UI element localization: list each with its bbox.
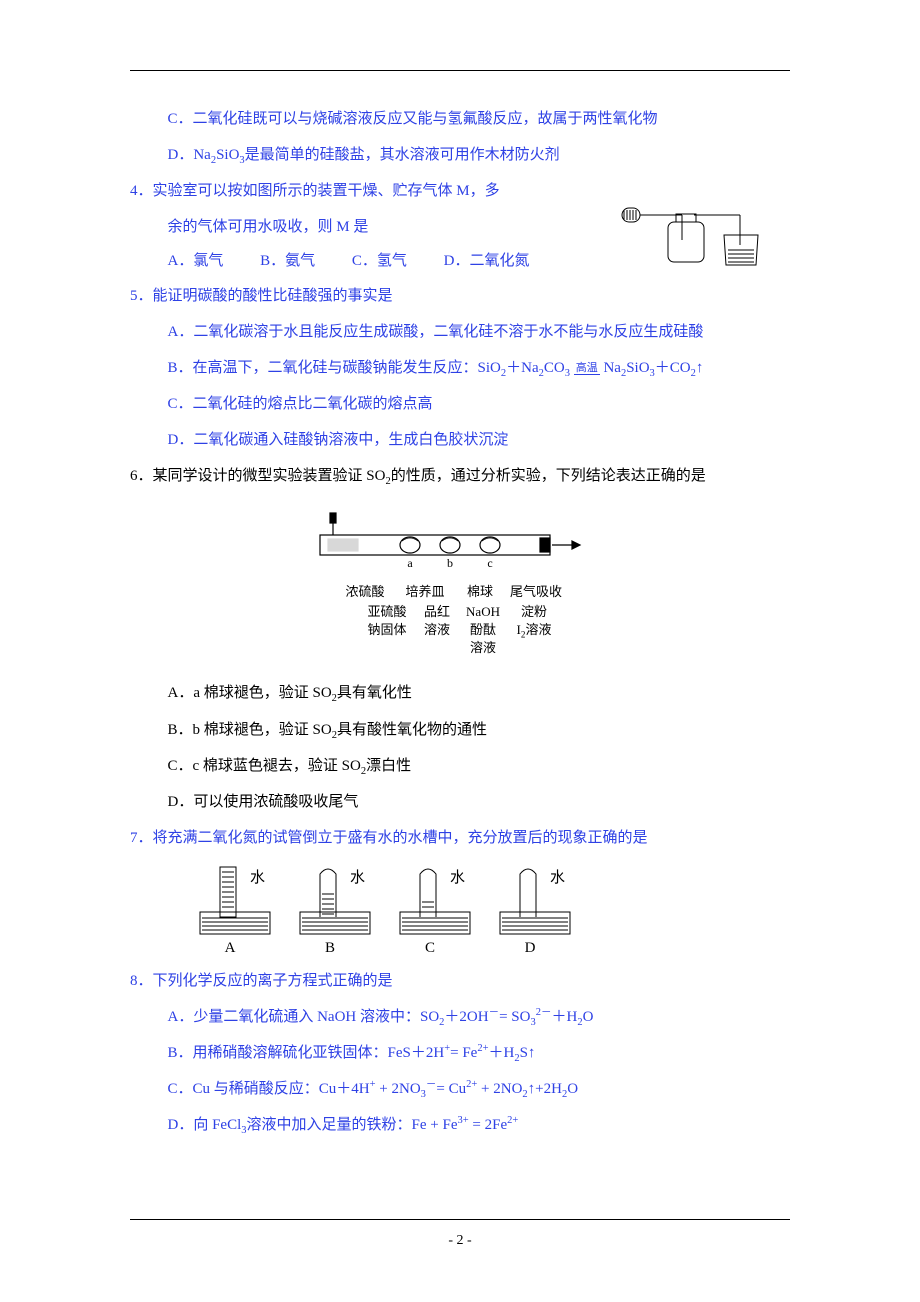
page-footer: - 2 - — [130, 1219, 790, 1257]
svg-text:B: B — [325, 940, 335, 956]
q6-b3-1: 酚酞 — [462, 621, 504, 639]
q5b-p1: ＋Na — [506, 360, 539, 376]
q8a-t: ＋2OH — [444, 1009, 488, 1025]
q8-option-d: D．向 FeCl3溶液中加入足量的铁粉：Fe + Fe3+ = 2Fe2+ — [130, 1107, 790, 1143]
q8b-t: S↑ — [520, 1045, 536, 1061]
top-rule — [130, 70, 790, 71]
q6-stem: 6．某同学设计的微型实验装置验证 SO2的性质，通过分析实验，下列结论表达正确的… — [130, 458, 790, 494]
q6-letter-c: c — [487, 556, 492, 570]
q5-option-d: D．二氧化碳通入硅酸钠溶液中，生成白色胶状沉淀 — [130, 422, 790, 458]
q8a-t: = SO — [499, 1009, 530, 1025]
q5b-arrow: ↑ — [696, 360, 704, 376]
q8-option-b: B．用稀硝酸溶解硫化亚铁固体：FeS＋2H+= Fe2+＋H2S↑ — [130, 1035, 790, 1071]
q6-option-a: A．a 棉球褪色，验证 SO2具有氧化性 — [130, 675, 790, 711]
q4-option-a: A．氯气 — [168, 253, 224, 269]
q5b-co3: CO — [544, 360, 565, 376]
q6-b4-1: I2溶液 — [510, 621, 558, 641]
q7-diagram: 水 A 水 B 水 C 水 D — [190, 862, 590, 957]
svg-text:D: D — [525, 940, 536, 956]
q8c-t: O — [567, 1081, 578, 1097]
svg-text:A: A — [225, 940, 236, 956]
q6-stem-post: 的性质，通过分析实验，下列结论表达正确的是 — [391, 468, 706, 484]
q6-top-label-2: 棉球 — [460, 583, 500, 601]
q6-tail-label: 尾气吸收 — [510, 583, 580, 601]
q7-stem: 7．将充满二氧化氮的试管倒立于盛有水的水槽中，充分放置后的现象正确的是 — [130, 820, 790, 856]
q8c-t: = Cu — [436, 1081, 466, 1097]
q6b-post: 具有酸性氧化物的通性 — [337, 722, 487, 738]
q5b-sio3: SiO — [626, 360, 649, 376]
q6-top-label-1: 培养皿 — [400, 583, 450, 601]
q8c-t: + 2NO — [376, 1081, 421, 1097]
q6-stem-pre: 6．某同学设计的微型实验装置验证 SO — [130, 468, 385, 484]
q6-option-d: D．可以使用浓硫酸吸收尾气 — [130, 784, 790, 820]
svg-text:水: 水 — [350, 869, 365, 886]
page-number: - 2 - — [448, 1233, 471, 1248]
q4-option-d: D．二氧化氮 — [444, 253, 530, 269]
q6-letter-b: b — [447, 556, 453, 570]
svg-text:水: 水 — [550, 869, 565, 886]
sub: 3 — [565, 368, 570, 379]
q6-letter-a: a — [407, 556, 413, 570]
q6-b3-0: NaOH — [462, 603, 504, 621]
q8b-t: B．用稀硝酸溶解硫化亚铁固体：FeS＋2H — [168, 1045, 445, 1061]
q6a-pre: A．a 棉球褪色，验证 SO — [168, 685, 332, 701]
q4-option-b: B．氨气 — [260, 253, 315, 269]
q8-option-c: C．Cu 与稀硝酸反应：Cu＋4H+ + 2NO3－= Cu2+ + 2NO2↑… — [130, 1071, 790, 1107]
q5b-na2: Na — [603, 360, 621, 376]
q5b-p2: ＋CO — [655, 360, 691, 376]
q4-apparatus-diagram — [620, 200, 790, 275]
q8d-t: D．向 FeCl — [168, 1117, 242, 1133]
q3d-sio3: SiO — [216, 147, 239, 163]
q6-diagram: a b c — [300, 505, 620, 575]
q8b-t: = Fe — [450, 1045, 477, 1061]
q3d-text: D．Na — [168, 147, 211, 163]
q6-b3-2: 溶液 — [462, 639, 504, 657]
q3d-post: 是最简单的硅酸盐，其水溶液可用作木材防火剂 — [245, 147, 560, 163]
q6-diagram-labels: 浓硫酸 培养皿 棉球 尾气吸收 亚硫酸 钠固体 品红 溶液 NaOH 酚酞 溶液… — [130, 583, 790, 658]
q6c-pre: C．c 棉球蓝色褪去，验证 SO — [168, 758, 361, 774]
eq-condition: 高温 — [574, 363, 600, 375]
q8a-t: ＋H — [551, 1009, 577, 1025]
q6-b2-0: 品红 — [418, 603, 456, 621]
q6-b4-0: 淀粉 — [510, 603, 558, 621]
q8d-t: = 2Fe — [469, 1117, 507, 1133]
q8c-t: + 2NO — [477, 1081, 522, 1097]
q8b-t: ＋H — [489, 1045, 515, 1061]
q6-b2-1: 溶液 — [418, 621, 456, 639]
q5b-pre: B．在高温下，二氧化硅与碳酸钠能发生反应：SiO — [168, 360, 501, 376]
q8c-t: C．Cu 与稀硝酸反应：Cu＋4H — [168, 1081, 370, 1097]
q5-stem: 5．能证明碳酸的酸性比硅酸强的事实是 — [130, 278, 790, 314]
q5-option-a: A．二氧化碳溶于水且能反应生成碳酸，二氧化硅不溶于水不能与水反应生成硅酸 — [130, 314, 790, 350]
q6-b1-0: 亚硫酸 — [362, 603, 412, 621]
svg-text:C: C — [425, 940, 435, 956]
svg-text:水: 水 — [450, 869, 465, 886]
q3-option-c: C．二氧化硅既可以与烧碱溶液反应又能与氢氟酸反应，故属于两性氧化物 — [130, 101, 790, 137]
q8a-t: O — [583, 1009, 594, 1025]
q3-option-d: D．Na2SiO3是最简单的硅酸盐，其水溶液可用作木材防火剂 — [130, 137, 790, 173]
q6-top-label-0: 浓硫酸 — [340, 583, 390, 601]
q8-stem: 8．下列化学反应的离子方程式正确的是 — [130, 963, 790, 999]
q8c-t: ↑+2H — [528, 1081, 562, 1097]
q8-option-a: A．少量二氧化硫通入 NaOH 溶液中：SO2＋2OH－= SO32－＋H2O — [130, 999, 790, 1035]
q8a-t: A．少量二氧化硫通入 NaOH 溶液中：SO — [168, 1009, 440, 1025]
q8d-t: 溶液中加入足量的铁粉：Fe + Fe — [247, 1117, 458, 1133]
q6-option-b: B．b 棉球褪色，验证 SO2具有酸性氧化物的通性 — [130, 712, 790, 748]
q5-option-b: B．在高温下，二氧化硅与碳酸钠能发生反应：SiO2＋Na2CO3 高温 Na2S… — [130, 350, 790, 386]
q6-option-c: C．c 棉球蓝色褪去，验证 SO2漂白性 — [130, 748, 790, 784]
q6a-post: 具有氧化性 — [337, 685, 412, 701]
q6-b1-1: 钠固体 — [362, 621, 412, 639]
q6c-post: 漂白性 — [366, 758, 411, 774]
q5-option-c: C．二氧化硅的熔点比二氧化碳的熔点高 — [130, 386, 790, 422]
q4-option-c: C．氢气 — [352, 253, 407, 269]
svg-text:水: 水 — [250, 869, 265, 886]
q6b-pre: B．b 棉球褪色，验证 SO — [168, 722, 332, 738]
